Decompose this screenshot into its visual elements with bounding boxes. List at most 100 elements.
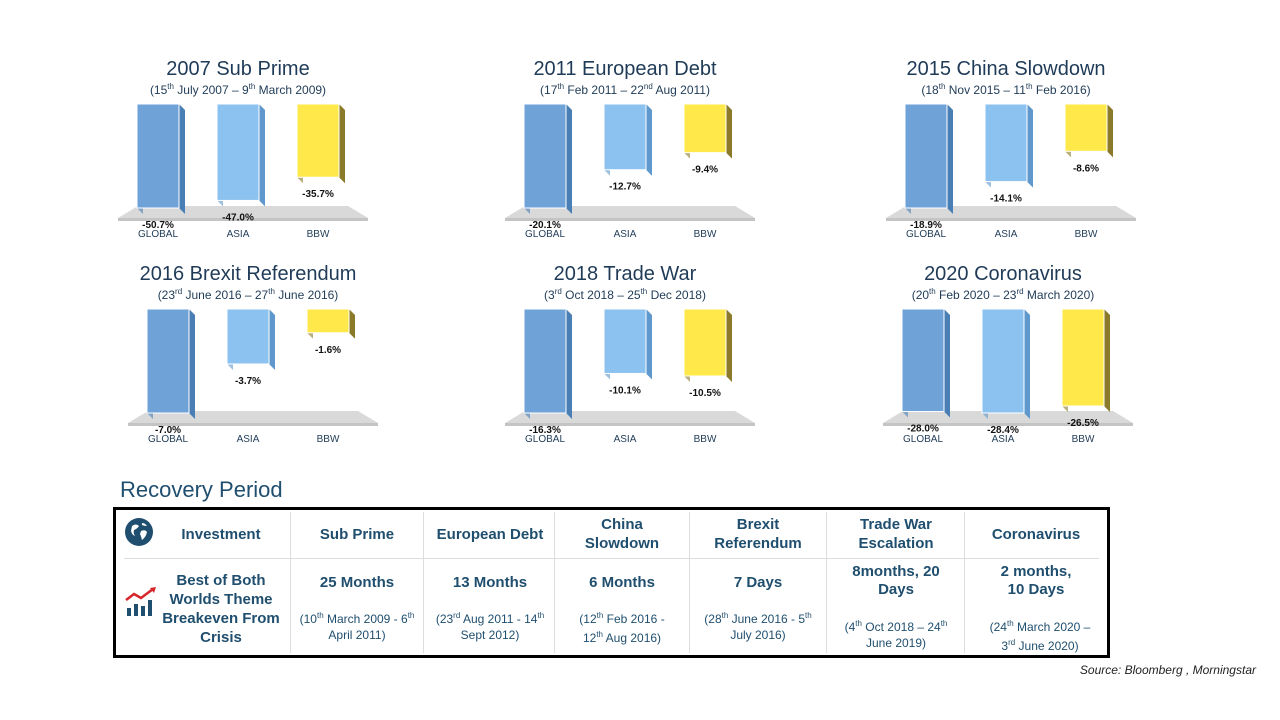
recovery-table: Investment Best of Both Worlds Theme Bre… xyxy=(113,507,1110,658)
data-label: -20.1% xyxy=(529,220,561,231)
category-label: ASIA xyxy=(227,229,250,240)
globe-icon xyxy=(124,517,154,547)
data-label: -18.9% xyxy=(910,220,942,231)
bar-global xyxy=(523,308,567,414)
bar-side xyxy=(1107,104,1113,158)
bar-side xyxy=(726,309,732,382)
bar-side xyxy=(259,104,265,207)
bar-asia xyxy=(216,103,260,201)
investment-header: Investment xyxy=(181,525,261,543)
category-label: GLOBAL xyxy=(525,229,565,240)
chart-brexit-referendum: 2016 Brexit Referendum (23rd June 2016 –… xyxy=(108,263,388,453)
data-label: -9.4% xyxy=(692,165,718,176)
data-label: -16.3% xyxy=(529,425,561,436)
category-label: GLOBAL xyxy=(903,434,943,445)
breakeven-range: (12th Feb 2016 - 12th Aug 2016) xyxy=(579,611,665,645)
data-label: -10.5% xyxy=(689,388,721,399)
data-label: -35.7% xyxy=(302,189,334,200)
chart-floor xyxy=(883,411,1133,423)
category-label: GLOBAL xyxy=(148,434,188,445)
bar-bbw xyxy=(306,308,350,334)
bar-side xyxy=(726,104,732,159)
breakeven-value: 7 Days xyxy=(733,574,783,591)
bar-side xyxy=(646,104,652,176)
chart-title: 2015 China Slowdown xyxy=(906,58,1106,80)
chart-plot: -28.0%GLOBAL -28.4%ASIA -26.5% BBW xyxy=(883,308,1133,445)
bar-side xyxy=(189,309,195,419)
category-label: BBW xyxy=(1072,434,1095,445)
breakeven-value: 8months, 20 Days xyxy=(852,563,940,598)
bar-side xyxy=(179,104,185,214)
category-label: BBW xyxy=(317,434,340,445)
chart-subtitle: (15th July 2007 – 9th March 2009) xyxy=(149,82,327,97)
chart-sub-prime: 2007 Sub Prime (15th July 2007 – 9th Mar… xyxy=(98,58,378,248)
bar-asia xyxy=(603,308,647,374)
breakeven-range: (10th March 2009 - 6th April 2011) xyxy=(299,611,415,642)
chart-title: 2011 European Debt xyxy=(533,58,717,80)
chart-plot: -50.7%GLOBAL -47.0% ASIA -35.7% BBW xyxy=(118,103,368,240)
recovery-title: Recovery Period xyxy=(120,477,283,502)
bar-global xyxy=(523,103,567,209)
category-label: ASIA xyxy=(614,229,637,240)
column-header: China Slowdown xyxy=(584,516,660,552)
chart-subtitle: (3rd Oct 2018 – 25th Dec 2018) xyxy=(544,287,706,302)
bar-side xyxy=(1024,309,1030,419)
category-label: GLOBAL xyxy=(525,434,565,445)
bar-asia xyxy=(603,103,647,171)
bar-side xyxy=(566,309,572,419)
chart-subtitle: (18th Nov 2015 – 11th Feb 2016) xyxy=(921,82,1091,97)
column-header: Coronavirus xyxy=(991,525,1081,543)
breakeven-value: 13 Months xyxy=(452,574,528,591)
chart-floor-edge xyxy=(505,423,755,426)
column-divider xyxy=(689,512,690,653)
chart-coronavirus: 2020 Coronavirus (20th Feb 2020 – 23rd M… xyxy=(863,263,1143,453)
bar-side xyxy=(1104,309,1110,413)
bar-side xyxy=(947,104,953,214)
bar-bbw xyxy=(1064,103,1108,152)
chart-title: 2016 Brexit Referendum xyxy=(139,263,357,285)
chart-title: 2018 Trade War xyxy=(553,263,697,285)
breakeven-range: (24th March 2020 – 3rd June 2020) xyxy=(989,619,1091,653)
bar-global xyxy=(146,308,190,414)
bar-global xyxy=(901,308,945,413)
data-label: -12.7% xyxy=(609,182,641,193)
row-divider xyxy=(124,558,1099,559)
category-label: ASIA xyxy=(614,434,637,445)
bar-side xyxy=(1027,104,1033,188)
source-note: Source: Bloomberg , Morningstar xyxy=(1079,663,1256,677)
category-label: BBW xyxy=(307,229,330,240)
category-label: GLOBAL xyxy=(138,229,178,240)
bar-side xyxy=(944,309,950,418)
chart-china-slowdown: 2015 China Slowdown (18th Nov 2015 – 11t… xyxy=(866,58,1146,248)
data-label: -50.7% xyxy=(142,220,174,231)
category-label: BBW xyxy=(694,229,717,240)
chart-plot: -7.0%GLOBAL -3.7% ASIA -1.6% BBW xyxy=(128,308,378,445)
trend-chart-icon xyxy=(124,586,158,618)
bar-asia xyxy=(984,103,1028,183)
breakeven-range: (28th June 2016 - 5th July 2016) xyxy=(704,611,812,642)
bar-bbw xyxy=(296,103,340,178)
data-label: -10.1% xyxy=(609,385,641,396)
bar-side xyxy=(269,309,275,370)
row-label: Best of Both Worlds Theme Breakeven From… xyxy=(162,572,280,646)
bar-asia xyxy=(226,308,270,365)
column-header: Trade War Escalation xyxy=(858,516,934,552)
breakeven-range: (23rd Aug 2011 - 14th Sept 2012) xyxy=(435,611,545,642)
chart-floor-edge xyxy=(505,218,755,221)
bar-global xyxy=(904,103,948,209)
column-divider xyxy=(826,512,827,653)
chart-plot: -18.9%GLOBAL -14.1% ASIA -8.6% BBW xyxy=(886,103,1136,240)
data-label: -3.7% xyxy=(235,376,261,387)
breakeven-range: (4th Oct 2018 – 24th June 2019) xyxy=(844,619,948,650)
data-label: -26.5% xyxy=(1067,418,1099,429)
column-divider xyxy=(423,512,424,653)
bar-side xyxy=(349,309,355,339)
bar-asia xyxy=(981,308,1025,414)
bar-global xyxy=(136,103,180,209)
chart-european-debt: 2011 European Debt (17th Feb 2011 – 22nd… xyxy=(485,58,765,248)
breakeven-value: 2 months, 10 Days xyxy=(1000,563,1072,598)
column-divider xyxy=(554,512,555,653)
category-label: BBW xyxy=(694,434,717,445)
bar-bbw xyxy=(1061,308,1105,407)
chart-floor-edge xyxy=(883,423,1133,426)
